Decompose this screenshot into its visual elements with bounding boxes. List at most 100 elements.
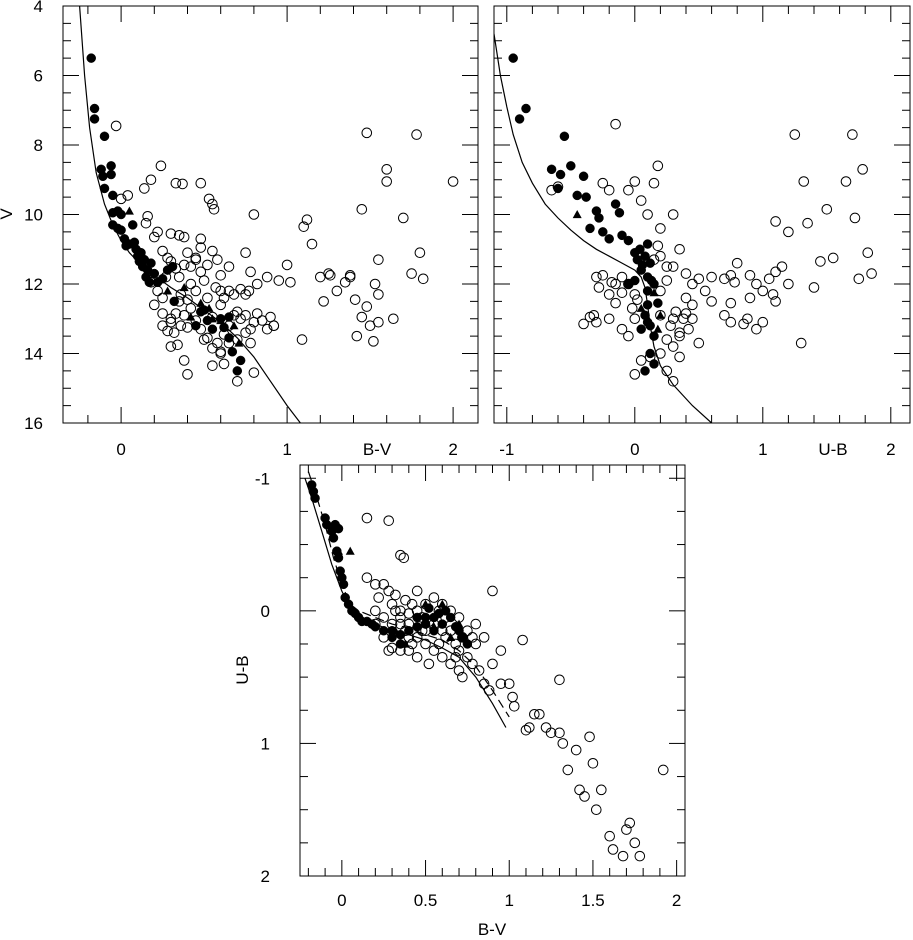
star-point-triangle: [649, 288, 659, 297]
star-point-field: [400, 625, 411, 637]
star-point-member: [572, 190, 582, 201]
star-point-field: [570, 744, 582, 756]
star-point-field: [195, 242, 207, 253]
star-point-field: [170, 308, 182, 319]
star-point-field: [642, 209, 653, 220]
star-point-field: [212, 254, 223, 265]
star-point-member: [555, 169, 566, 180]
star-point-field: [398, 212, 409, 224]
star-point-field: [687, 313, 698, 325]
star-point-field: [744, 292, 756, 304]
star-point-field: [403, 632, 415, 643]
panel-cmd-v-ub: -1 0 1 2 U-B: [493, 5, 911, 459]
star-point-field: [495, 678, 507, 690]
star-point-field: [507, 691, 518, 703]
star-point-field: [428, 645, 440, 656]
star-point-field: [597, 177, 609, 189]
star-point-field: [420, 638, 431, 650]
star-point-field: [395, 549, 406, 561]
star-point-member: [649, 359, 659, 369]
star-point-field: [203, 193, 215, 205]
x-axis-label: B-V: [363, 440, 392, 459]
star-point-field: [207, 311, 218, 323]
star-point-field: [155, 160, 167, 172]
star-point-field: [240, 309, 251, 321]
star-point-field: [173, 296, 185, 307]
star-point-field: [744, 270, 756, 281]
star-point-field: [175, 320, 187, 332]
star-point-field: [751, 323, 762, 335]
star-point-field: [207, 198, 218, 210]
star-point-field: [584, 731, 595, 743]
x-axis-label: B-V: [478, 920, 507, 939]
star-point-field: [591, 316, 602, 328]
star-point-field: [487, 658, 498, 670]
star-point-member: [614, 208, 625, 218]
star-point-member: [640, 366, 650, 376]
star-point-triangle: [163, 286, 173, 295]
star-point-field: [667, 313, 679, 325]
star-point-field: [383, 515, 395, 526]
model-curve: [79, 6, 301, 423]
star-point-field: [349, 294, 361, 305]
star-point-member: [508, 53, 518, 63]
star-point-field: [232, 376, 243, 387]
star-point-field: [629, 176, 641, 187]
star-point-triangle: [216, 315, 226, 325]
star-point-field: [172, 339, 183, 351]
star-point-field: [789, 129, 801, 140]
star-point-field: [783, 278, 794, 290]
y-tick-label: 16: [24, 414, 43, 433]
star-point-member: [566, 161, 576, 171]
star-point-field: [261, 271, 273, 283]
star-point-field: [667, 209, 679, 220]
star-point-field: [593, 282, 605, 293]
x-tick-label: 1: [282, 440, 291, 459]
star-point-field: [680, 292, 692, 304]
star-point-field: [467, 632, 478, 643]
star-point-field: [706, 296, 717, 307]
star-point-field: [552, 181, 564, 192]
star-point-field: [657, 764, 669, 776]
star-point-field: [729, 276, 740, 288]
star-point-field: [445, 658, 456, 670]
star-point-field: [145, 276, 157, 288]
y-tick-label: -1: [255, 469, 270, 488]
star-point-field: [428, 618, 440, 630]
star-point-field: [624, 817, 636, 829]
star-point-field: [356, 311, 368, 323]
star-point-field: [866, 268, 877, 279]
star-point-field: [149, 299, 160, 311]
star-point-field: [373, 289, 384, 300]
star-point-field: [665, 320, 676, 332]
star-point-member: [207, 324, 218, 334]
star-point-field: [655, 348, 666, 359]
star-point-field: [546, 184, 557, 196]
x-tick-label: -1: [499, 440, 514, 459]
plot-frame: [299, 464, 686, 877]
x-tick-label: 1: [758, 440, 767, 459]
star-point-member: [149, 268, 160, 279]
star-point-field: [719, 309, 730, 321]
star-point-triangle: [334, 546, 343, 555]
star-point-field: [395, 612, 406, 623]
star-point-member: [235, 355, 246, 366]
star-point-field: [232, 334, 243, 345]
star-point-member: [623, 235, 634, 246]
star-point-field: [453, 612, 465, 623]
star-point-member: [635, 244, 645, 254]
star-point-field: [218, 358, 230, 370]
star-point-member: [86, 53, 96, 63]
y-axis-label: V: [0, 208, 16, 220]
star-point-field: [667, 261, 679, 272]
star-point-field: [680, 268, 692, 279]
data-layer: [304, 471, 669, 862]
star-point-field: [160, 271, 172, 283]
x-tick-label: 1.5: [581, 891, 605, 910]
star-point-member: [514, 114, 525, 124]
star-point-field: [145, 174, 157, 186]
star-point-field: [306, 238, 318, 250]
star-point-field: [487, 585, 498, 597]
star-point-field: [240, 247, 251, 259]
star-point-field: [168, 327, 180, 338]
